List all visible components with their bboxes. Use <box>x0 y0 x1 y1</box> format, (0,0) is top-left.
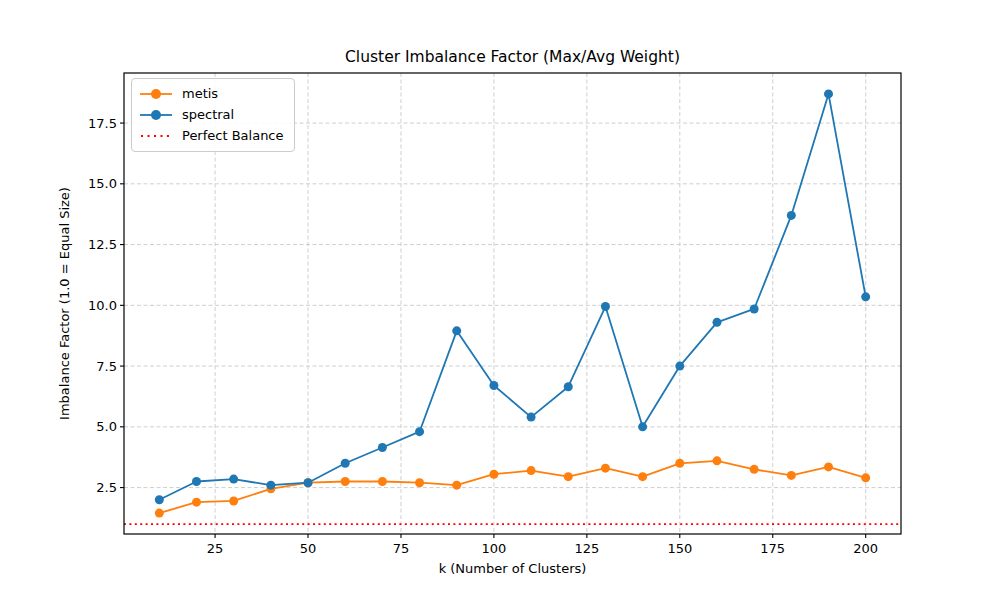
legend-item-metis: metis <box>139 84 286 104</box>
x-tick-label: 175 <box>760 541 785 556</box>
figure: 25 50 75 100 125 150 175 200 2.5 5.0 7.5 10.0 12.5 15… <box>0 0 1000 600</box>
marker-metis <box>378 477 387 486</box>
legend: metis spectral Perfect Balance <box>131 78 295 152</box>
marker-spectral <box>415 427 424 436</box>
marker-spectral <box>861 292 870 301</box>
marker-metis <box>564 472 573 481</box>
x-tick-label: 100 <box>481 541 506 556</box>
marker-spectral <box>564 382 573 391</box>
x-tick-label: 75 <box>393 541 410 556</box>
marker-metis <box>341 477 350 486</box>
x-tick-label: 200 <box>853 541 878 556</box>
marker-metis <box>155 509 164 518</box>
marker-spectral <box>452 326 461 335</box>
marker-metis <box>192 498 201 507</box>
marker-spectral <box>155 495 164 504</box>
marker-spectral <box>378 443 387 452</box>
spectral-line-sample-icon <box>139 108 173 122</box>
y-tick-label: 7.5 <box>96 359 117 374</box>
marker-spectral <box>489 381 498 390</box>
metis-line-sample-icon <box>139 87 173 101</box>
marker-metis <box>452 481 461 490</box>
y-tick-label: 15.0 <box>88 176 117 191</box>
tick-layer: 25 50 75 100 125 150 175 200 2.5 5.0 7.5 10.0 12.5 15… <box>88 116 878 556</box>
marker-metis <box>861 473 870 482</box>
series-line-metis <box>159 461 865 513</box>
x-tick-label: 50 <box>300 541 317 556</box>
series-line-spectral <box>159 94 865 500</box>
marker-metis <box>824 462 833 471</box>
marker-metis <box>527 466 536 475</box>
marker-spectral <box>304 478 313 487</box>
marker-metis <box>415 478 424 487</box>
chart-title: Cluster Imbalance Factor (Max/Avg Weight… <box>345 48 680 66</box>
marker-spectral <box>787 211 796 220</box>
x-axis-label: k (Number of Clusters) <box>439 561 587 576</box>
x-tick-label: 150 <box>667 541 692 556</box>
y-tick-label: 5.0 <box>96 419 117 434</box>
marker-spectral <box>527 413 536 422</box>
marker-spectral <box>824 89 833 98</box>
y-tick-label: 2.5 <box>96 480 117 495</box>
legend-label-spectral: spectral <box>182 105 234 125</box>
marker-spectral <box>750 304 759 313</box>
marker-spectral <box>266 481 275 490</box>
x-tick-label: 125 <box>574 541 599 556</box>
marker-metis <box>750 465 759 474</box>
marker-spectral <box>601 302 610 311</box>
y-tick-label: 10.0 <box>88 298 117 313</box>
marker-metis <box>787 471 796 480</box>
marker-spectral <box>638 422 647 431</box>
marker-metis <box>601 464 610 473</box>
y-tick-label: 17.5 <box>88 116 117 131</box>
y-tick-label: 12.5 <box>88 237 117 252</box>
marker-spectral <box>675 362 684 371</box>
legend-item-spectral: spectral <box>139 105 286 125</box>
legend-label-metis: metis <box>182 84 218 104</box>
marker-spectral <box>341 459 350 468</box>
marker-spectral <box>229 475 238 484</box>
legend-item-perfect-balance: Perfect Balance <box>139 126 286 146</box>
dotted-line-sample-icon <box>139 129 173 143</box>
x-tick-label: 25 <box>207 541 224 556</box>
marker-metis <box>712 456 721 465</box>
marker-metis <box>229 496 238 505</box>
y-axis-label: Imbalance Factor (1.0 = Equal Size) <box>57 187 72 420</box>
legend-label-perfect-balance: Perfect Balance <box>182 126 284 146</box>
marker-metis <box>675 459 684 468</box>
marker-spectral <box>712 318 721 327</box>
marker-metis <box>489 470 498 479</box>
series-layer <box>155 89 870 517</box>
marker-metis <box>638 472 647 481</box>
marker-spectral <box>192 477 201 486</box>
